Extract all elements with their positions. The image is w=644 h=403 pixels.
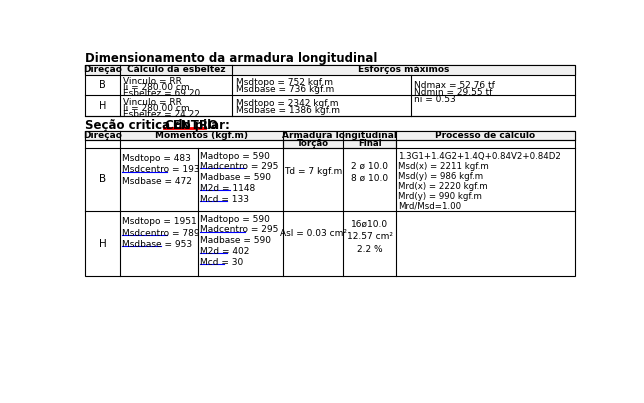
Text: Asl = 0.03 cm²: Asl = 0.03 cm² (279, 229, 346, 238)
Text: Madtopo = 590: Madtopo = 590 (200, 215, 270, 224)
Text: Vinculo = RR: Vinculo = RR (123, 98, 182, 107)
Text: li = 280.00 cm: li = 280.00 cm (123, 104, 190, 113)
Text: Direção: Direção (83, 65, 122, 74)
Text: Msdbase = 1386 kgf.m: Msdbase = 1386 kgf.m (236, 106, 339, 115)
Text: Msd(x) = 2211 kgf.m: Msd(x) = 2211 kgf.m (398, 162, 489, 170)
Text: Msdbase = 472: Msdbase = 472 (122, 177, 192, 186)
Text: Final: Final (358, 139, 381, 148)
Text: Ndmin = 29.55 tf: Ndmin = 29.55 tf (413, 87, 492, 97)
Text: Msdtopo = 1951: Msdtopo = 1951 (122, 217, 197, 226)
Text: 8 ø 10.0: 8 ø 10.0 (351, 174, 388, 183)
FancyBboxPatch shape (85, 131, 575, 140)
Text: Td = 7 kgf.m: Td = 7 kgf.m (284, 167, 342, 176)
Text: Dimensionamento da armadura longitudinal: Dimensionamento da armadura longitudinal (85, 52, 377, 65)
Text: Msdtopo = 483: Msdtopo = 483 (122, 154, 191, 163)
Text: Esbeltez = 69.20: Esbeltez = 69.20 (123, 89, 200, 98)
Text: Madbase = 590: Madbase = 590 (200, 236, 271, 245)
Text: Armadura longitudinal: Armadura longitudinal (282, 131, 397, 140)
Text: CENTRO: CENTRO (164, 119, 218, 132)
Text: Msdtopo = 2342 kgf.m: Msdtopo = 2342 kgf.m (236, 99, 338, 108)
Text: Msd(y) = 986 kgf.m: Msd(y) = 986 kgf.m (398, 172, 484, 181)
Text: Madcentro = 295: Madcentro = 295 (200, 162, 278, 171)
FancyBboxPatch shape (283, 140, 396, 147)
Text: M2d = 402: M2d = 402 (200, 247, 249, 256)
Text: Esbeltez = 24.22: Esbeltez = 24.22 (123, 110, 200, 119)
FancyBboxPatch shape (85, 131, 575, 276)
Text: 16ø10.0: 16ø10.0 (351, 220, 388, 229)
Text: 2 ø 10.0: 2 ø 10.0 (351, 162, 388, 170)
Text: M2d = 1148: M2d = 1148 (200, 184, 255, 193)
Text: Mrd(y) = 990 kgf.m: Mrd(y) = 990 kgf.m (398, 191, 482, 201)
Text: Seção critica do pilar:: Seção critica do pilar: (85, 119, 234, 132)
Text: B: B (99, 80, 106, 90)
Text: Cálculo da esbeltez: Cálculo da esbeltez (127, 65, 225, 74)
Text: li = 280.00 cm: li = 280.00 cm (123, 83, 190, 92)
Text: Madtopo = 590: Madtopo = 590 (200, 152, 270, 160)
FancyBboxPatch shape (85, 64, 575, 116)
Text: Ndmax = 52.76 tf: Ndmax = 52.76 tf (413, 81, 495, 90)
Text: Msdcentro = 789: Msdcentro = 789 (122, 229, 200, 237)
Text: Vinculo = RR: Vinculo = RR (123, 77, 182, 86)
Text: Momentos (kgf.m): Momentos (kgf.m) (155, 131, 248, 140)
Text: Mcd = 30: Mcd = 30 (200, 258, 243, 267)
Text: B: B (99, 174, 106, 184)
Text: Mcd = 133: Mcd = 133 (200, 195, 249, 204)
Text: 12.57 cm²: 12.57 cm² (346, 233, 393, 241)
Text: 2.2 %: 2.2 % (357, 245, 383, 254)
Text: Torção: Torção (297, 139, 329, 148)
Text: Msdcentro = 193: Msdcentro = 193 (122, 165, 200, 174)
Text: Msdbase = 953: Msdbase = 953 (122, 240, 193, 249)
Text: Madcentro = 295: Madcentro = 295 (200, 225, 278, 235)
Text: ni = 0.53: ni = 0.53 (413, 95, 455, 104)
Text: Direção: Direção (83, 131, 122, 140)
Text: Esforços máximos: Esforços máximos (358, 65, 450, 74)
Text: Msdtopo = 752 kgf.m: Msdtopo = 752 kgf.m (236, 79, 332, 87)
Text: 1.3G1+1.4G2+1.4Q+0.84V2+0.84D2: 1.3G1+1.4G2+1.4Q+0.84V2+0.84D2 (398, 152, 561, 160)
Text: H: H (99, 101, 106, 111)
Text: Msdbase = 736 kgf.m: Msdbase = 736 kgf.m (236, 85, 334, 94)
Text: Madbase = 590: Madbase = 590 (200, 173, 271, 182)
Text: Mrd(x) = 2220 kgf.m: Mrd(x) = 2220 kgf.m (398, 182, 488, 191)
Text: Processo de cálculo: Processo de cálculo (435, 131, 536, 140)
FancyBboxPatch shape (85, 64, 575, 75)
Text: Mrd/Msd=1.00: Mrd/Msd=1.00 (398, 202, 461, 211)
Text: H: H (99, 239, 106, 249)
